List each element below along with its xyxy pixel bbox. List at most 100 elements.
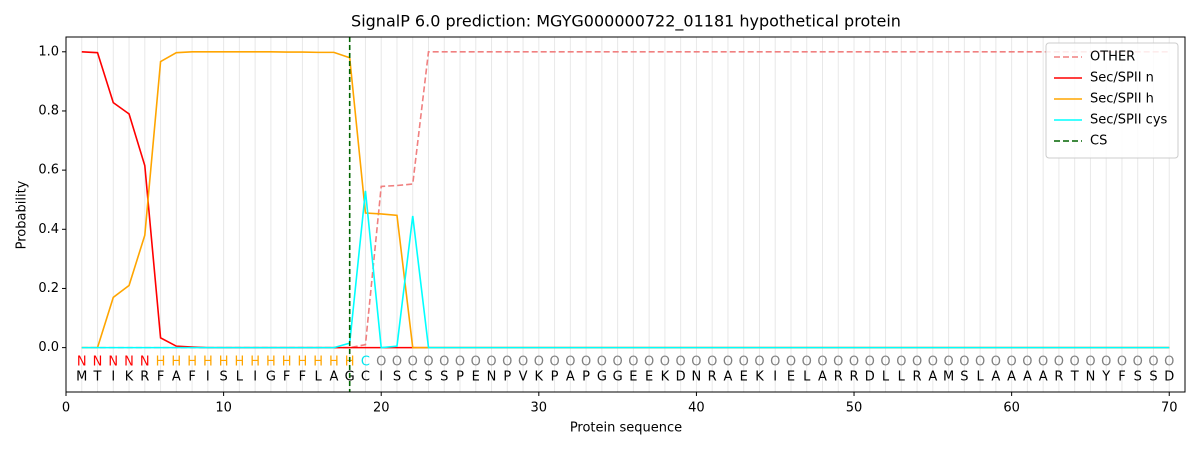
annotation-label: O [896,355,906,370]
residue-label: A [818,370,827,385]
annotation-label: O [1117,355,1127,370]
plot-frame [65,36,1186,393]
annotation-label: H [171,355,181,370]
legend-label: CS [1090,134,1107,149]
residue-label: C [408,370,417,385]
annotation-label: H [219,355,229,370]
annotation-label: O [817,355,827,370]
annotation-label: O [1007,355,1017,370]
annotation-label: O [1164,355,1174,370]
residue-label: P [456,370,464,385]
residue-label: A [566,370,575,385]
residue-label: A [1023,370,1032,385]
residue-label: A [1007,370,1016,385]
y-tick-label: 0.6 [38,163,59,178]
residue-label: E [472,370,480,385]
annotation-label: O [880,355,890,370]
x-tick-label: 50 [846,401,863,416]
annotation-label: O [1085,355,1095,370]
residue-label: A [723,370,732,385]
y-tick-label: 0.8 [38,103,59,118]
residue-label: E [629,370,637,385]
annotation-label: O [723,355,733,370]
y-tick-label: 0.2 [38,281,59,296]
residue-label: F [188,370,195,385]
annotation-label: N [140,355,150,370]
residue-label: K [755,370,764,385]
y-tick-label: 1.0 [38,44,59,59]
residue-label: A [1039,370,1048,385]
residue-label: S [440,370,448,385]
annotation-label: O [754,355,764,370]
residue-label: S [219,370,227,385]
annotation-label: H [282,355,292,370]
annotation-label: H [266,355,276,370]
legend-label: Sec/SPII n [1090,71,1154,86]
residue-label: V [519,370,528,385]
residue-label: P [582,370,590,385]
residue-label: L [882,370,890,385]
x-axis-label: Protein sequence [570,421,682,436]
annotation-label: O [660,355,670,370]
annotation-label: H [313,355,323,370]
legend-label: Sec/SPII cys [1090,113,1168,128]
series-line [81,50,1170,349]
annotation-label: O [628,355,638,370]
residue-label: M [943,370,954,385]
annotation-label: O [1038,355,1048,370]
legend: OTHER Sec/SPII n Sec/SPII h Sec/SPII cys CS [1045,42,1179,159]
x-tick-label: 60 [1003,401,1020,416]
annotation-label: O [376,355,386,370]
residue-label: A [172,370,181,385]
residue-label: Y [1101,370,1110,385]
annotation-label: O [1148,355,1158,370]
annotation-label: H [250,355,260,370]
annotation-label: O [1101,355,1111,370]
annotation-label: C [361,355,370,370]
annotation-label: N [77,355,87,370]
residue-label: A [991,370,1000,385]
residue-label: G [613,370,623,385]
x-tick-label: 30 [531,401,548,416]
annotation-label: O [959,355,969,370]
annotation-label: O [912,355,922,370]
annotation-label: O [423,355,433,370]
residue-label: I [111,370,115,385]
residue-label: L [315,370,323,385]
residue-label: E [645,370,653,385]
residue-label: C [361,370,370,385]
annotation-label: O [439,355,449,370]
annotation-label: O [691,355,701,370]
residue-label: F [157,370,164,385]
series-line [81,190,1170,349]
residue-label: G [266,370,276,385]
annotation-label: O [471,355,481,370]
x-tick-label: 20 [373,401,390,416]
residue-label: R [834,370,843,385]
annotation-label: N [124,355,134,370]
residue-label: G [597,370,607,385]
residue-label: P [503,370,511,385]
annotation-label: H [234,355,244,370]
annotation-label: H [329,355,339,370]
annotation-label: N [108,355,118,370]
annotation-label: O [549,355,559,370]
annotation-label: O [534,355,544,370]
residue-label: L [976,370,984,385]
annotation-label: O [408,355,418,370]
legend-box [1045,42,1179,159]
x-tick-label: 70 [1161,401,1178,416]
annotation-label: O [849,355,859,370]
residue-label: E [740,370,748,385]
residue-label: I [206,370,210,385]
residue-label: I [379,370,383,385]
annotation-label: O [1054,355,1064,370]
annotation-label: O [502,355,512,370]
x-tick-label: 0 [62,401,70,416]
residue-label: T [1070,370,1079,385]
residue-label: A [928,370,937,385]
x-tick-label: 10 [215,401,232,416]
annotation-label: O [943,355,953,370]
annotation-label: O [455,355,465,370]
residue-label: L [236,370,244,385]
